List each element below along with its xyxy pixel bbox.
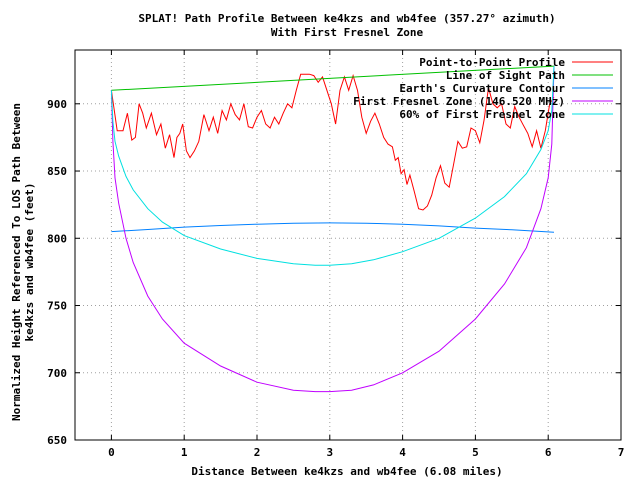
y-tick-label: 750 bbox=[47, 300, 67, 313]
y-tick-label: 650 bbox=[47, 434, 67, 447]
series-line-line-of-sight-path bbox=[111, 65, 555, 91]
x-tick-label: 0 bbox=[108, 446, 115, 459]
y-axis-label-line-1: Normalized Height Referenced To LOS Path… bbox=[10, 103, 23, 421]
series-line-first-fresnel-zone-146-520-mhz bbox=[110, 66, 555, 393]
series-line-60-of-first-fresnel-zone bbox=[110, 66, 555, 266]
x-axis-label: Distance Between ke4kzs and wb4fee (6.08… bbox=[191, 465, 502, 478]
y-tick-label: 850 bbox=[47, 165, 67, 178]
chart-title-line-1: SPLAT! Path Profile Between ke4kzs and w… bbox=[138, 12, 555, 25]
chart-title-line-2: With First Fresnel Zone bbox=[271, 26, 424, 39]
y-tick-label: 700 bbox=[47, 367, 67, 380]
x-tick-label: 4 bbox=[399, 446, 406, 459]
legend-label-60-of-first-fresnel-zone: 60% of First Fresnel Zone bbox=[399, 108, 565, 121]
tick-layer: 0 1 2 3 4 5 6 7 650 700 750 800 850 900 bbox=[47, 50, 624, 459]
y-tick-label: 900 bbox=[47, 98, 67, 111]
legend-label-point-to-point-profile: Point-to-Point Profile bbox=[419, 56, 565, 69]
legend-label-first-fresnel-zone-146-520-mhz: First Fresnel Zone (146.520 MHz) bbox=[353, 95, 565, 108]
series-layer bbox=[110, 65, 555, 393]
x-tick-label: 6 bbox=[545, 446, 552, 459]
plot-frame bbox=[74, 49, 622, 441]
y-tick-label: 800 bbox=[47, 232, 67, 245]
x-tick-label: 2 bbox=[254, 446, 261, 459]
y-axis-label-line-2: ke4kzs and wb4fee (feet) bbox=[23, 183, 36, 342]
x-tick-label: 1 bbox=[181, 446, 188, 459]
legend-label-line-of-sight-path: Line of Sight Path bbox=[446, 69, 565, 82]
x-tick-label: 3 bbox=[326, 446, 333, 459]
series-line-point-to-point-profile bbox=[110, 73, 555, 211]
series-line-earth-s-curvature-contour bbox=[111, 222, 555, 233]
x-tick-label: 7 bbox=[618, 446, 625, 459]
legend-label-earth-s-curvature-contour: Earth's Curvature Contour bbox=[399, 82, 565, 95]
x-tick-label: 5 bbox=[472, 446, 479, 459]
